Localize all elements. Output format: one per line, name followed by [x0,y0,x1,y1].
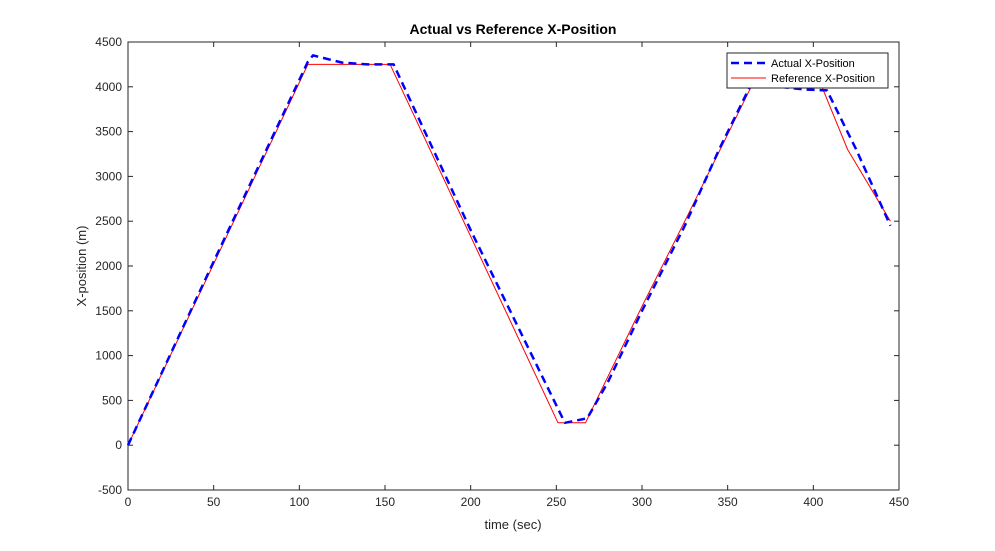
x-axis-label: time (sec) [484,517,541,532]
x-tick-label: 250 [546,495,566,509]
x-tick-label: 150 [375,495,395,509]
y-tick-label: 4500 [95,35,122,49]
x-tick-label: 300 [632,495,652,509]
y-tick-label: 4000 [95,80,122,94]
y-tick-label: 1500 [95,304,122,318]
chart-title: Actual vs Reference X-Position [410,21,617,37]
y-tick-label: 2000 [95,259,122,273]
y-tick-label: 1000 [95,349,122,363]
y-tick-label: 0 [115,438,122,452]
y-tick-label: 3000 [95,169,122,183]
y-tick-label: -500 [98,483,122,497]
x-tick-label: 100 [289,495,309,509]
legend-label-reference: Reference X-Position [771,73,875,85]
x-tick-label: 50 [207,495,221,509]
tick-group: 0 50 100 150 200 250 300 350 400 450-500050010001… [95,35,909,509]
legend-box [726,52,889,89]
x-tick-label: 200 [461,495,481,509]
x-tick-label: 400 [803,495,823,509]
series-group [126,54,892,446]
x-tick-label: 350 [718,495,738,509]
y-tick-label: 3500 [95,125,122,139]
x-tick-label: 0 [125,495,132,509]
plot-area [127,41,900,491]
legend: Actual X-Position Reference X-Position [726,52,889,89]
y-tick-label: 500 [102,393,122,407]
x-tick-label: 450 [889,495,909,509]
y-tick-label: 2500 [95,214,122,228]
series-line-actual [126,54,892,446]
legend-label-actual: Actual X-Position [771,58,855,70]
y-axis-label: X-position (m) [74,226,89,307]
